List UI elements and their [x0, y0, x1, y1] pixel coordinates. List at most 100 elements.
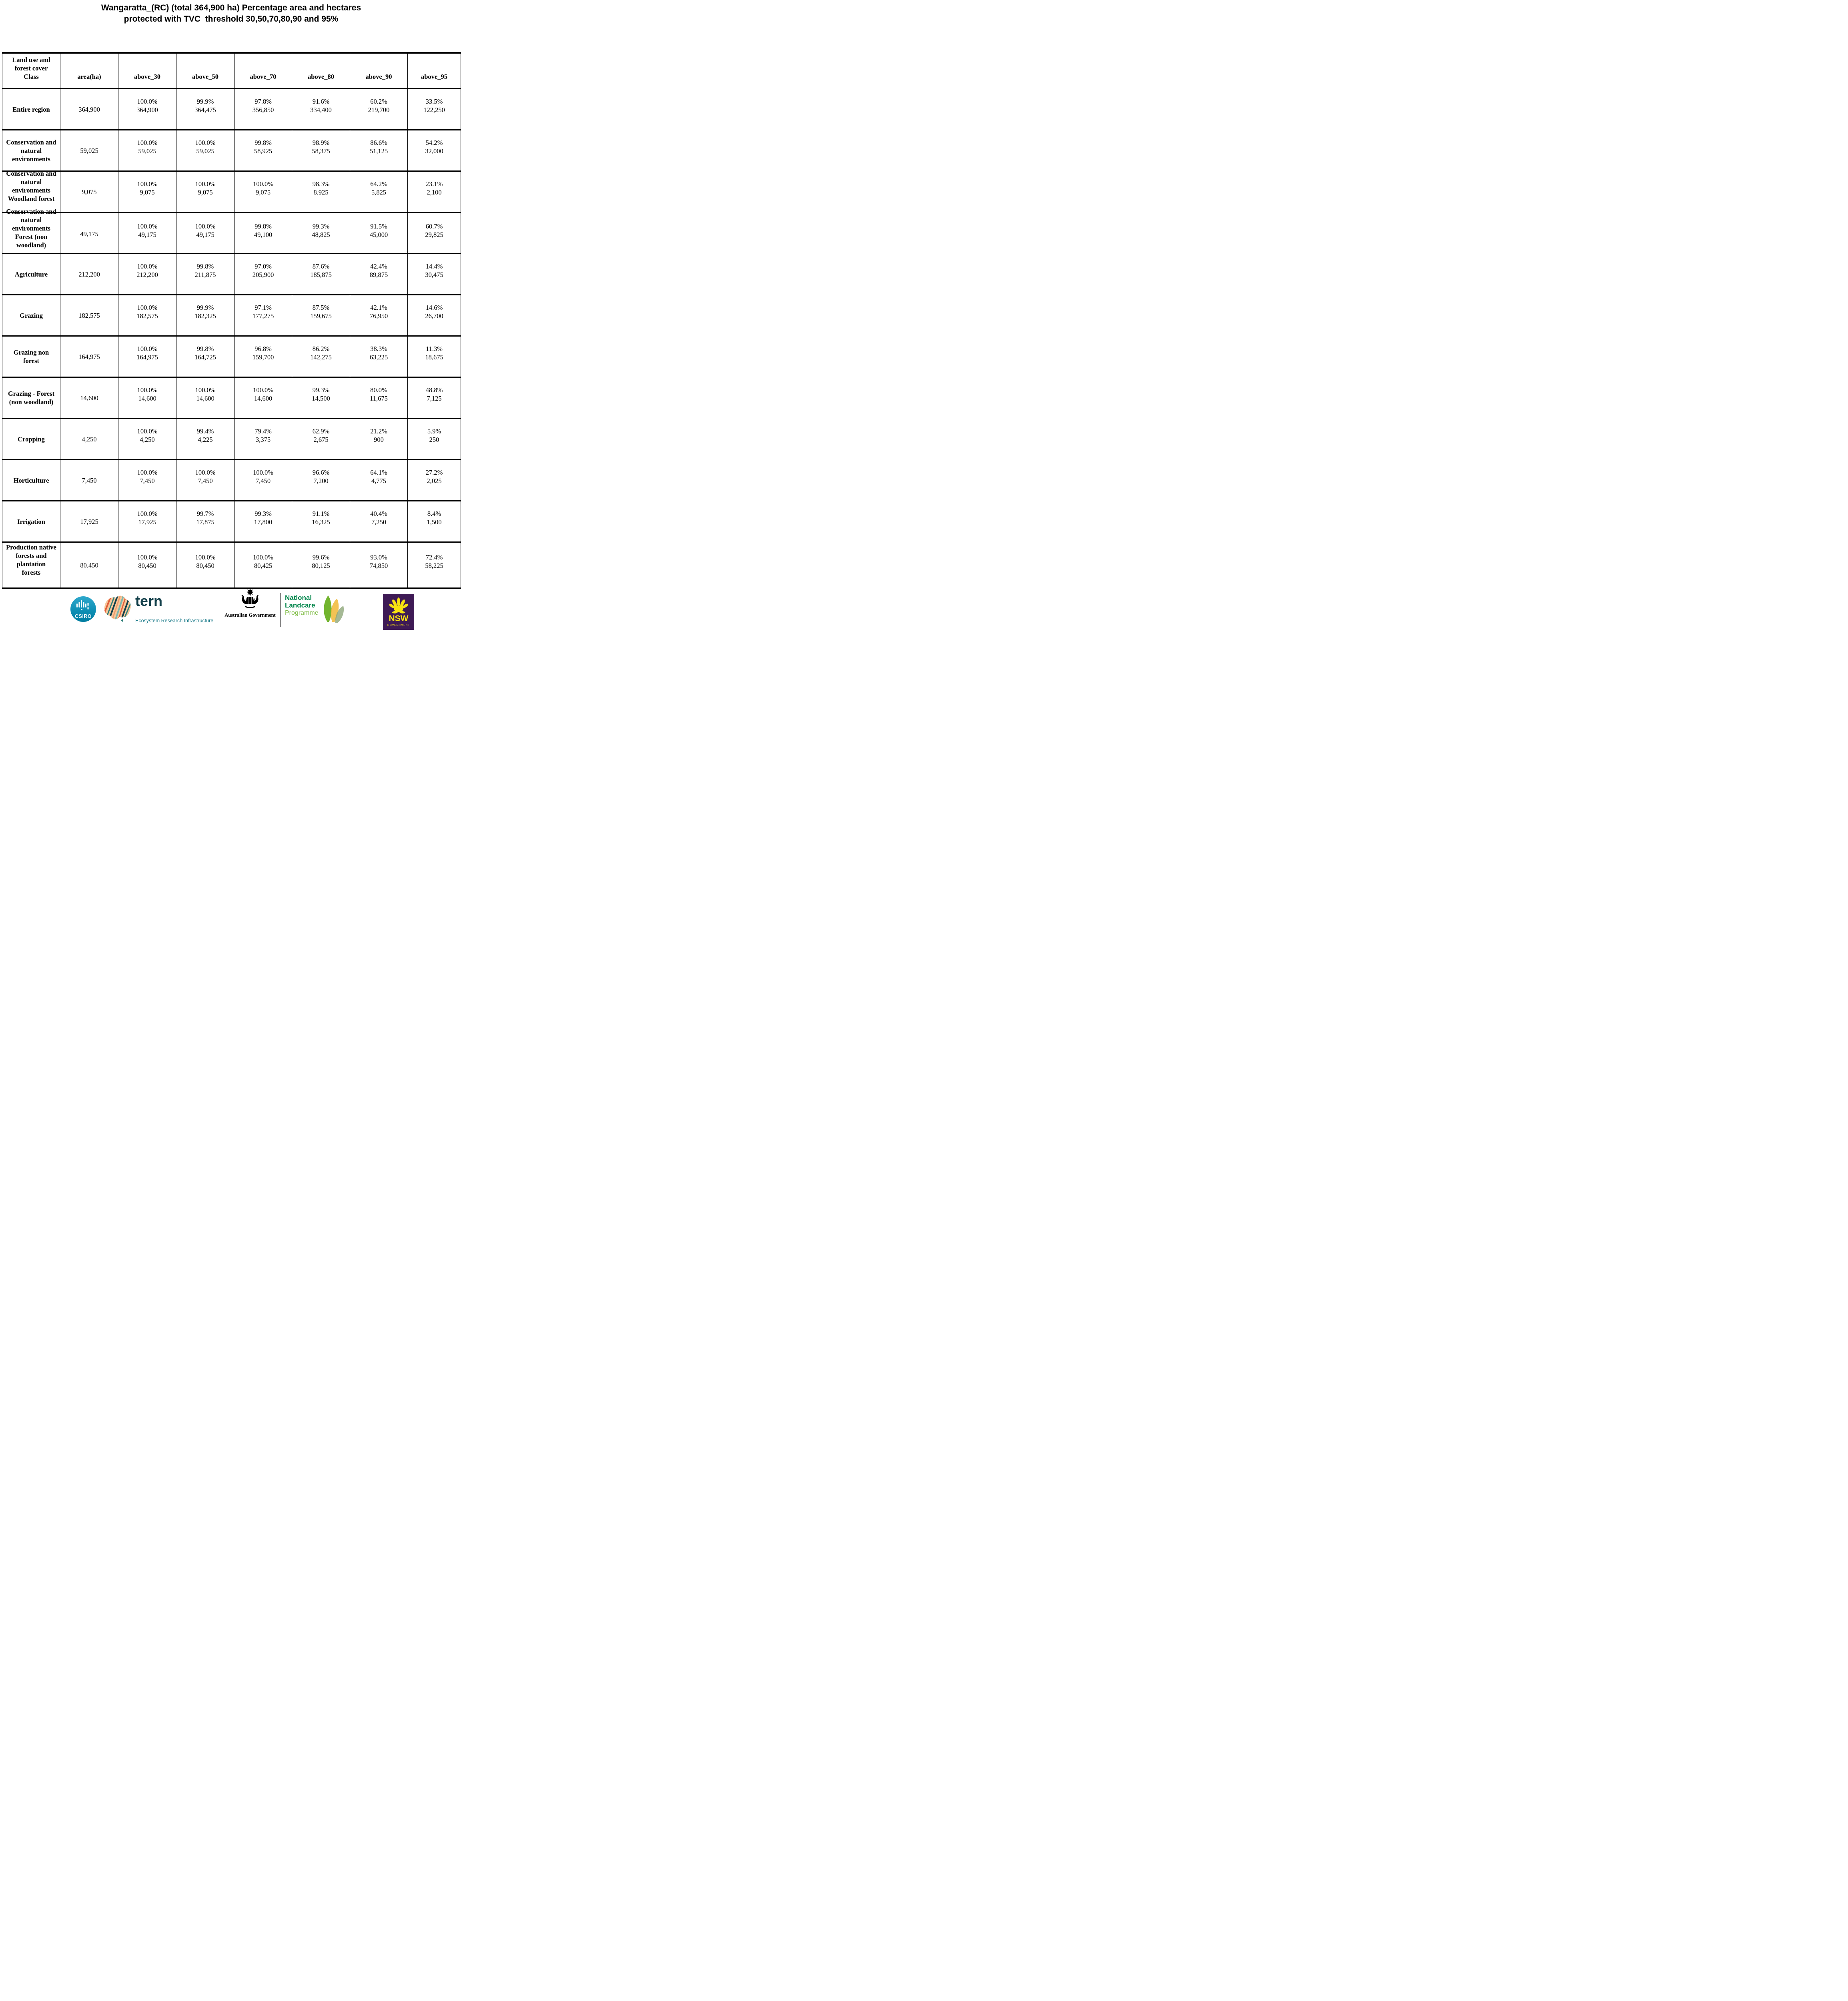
above-50-cell: 100.0% 80,450	[176, 543, 234, 587]
page-title-line2: protected with TVC threshold 30,50,70,80…	[124, 14, 339, 24]
hectares-value: 185,875	[310, 271, 332, 279]
header-above-90: above_90	[350, 54, 407, 88]
above-70-cell: 99.8% 49,100	[234, 213, 292, 255]
hectares-value: 7,250	[371, 518, 387, 526]
row-label-cell: Conservation and natural environments Wo…	[2, 170, 60, 212]
percent-value: 100.0%	[195, 553, 216, 561]
hectares-value: 17,925	[138, 518, 156, 526]
above-90-cell: 91.5% 45,000	[350, 213, 407, 255]
area-cell: 17,925	[60, 501, 118, 541]
above-50-cell: 99.7% 17,875	[176, 501, 234, 541]
hectares-value: 76,950	[369, 312, 388, 320]
above-90-cell: 21.2% 900	[350, 419, 407, 459]
nsw-government-logo: NSW GOVERNMENT	[383, 594, 414, 630]
hectares-value: 9,075	[198, 188, 213, 196]
hectares-value: 9,075	[255, 188, 271, 196]
area-value: 364,900	[78, 105, 100, 113]
hectares-value: 7,125	[427, 395, 442, 402]
area-value: 164,975	[78, 353, 100, 361]
percent-value: 86.6%	[370, 139, 387, 146]
data-table: Land use and forest cover Class area(ha)…	[2, 52, 461, 589]
table-row: Grazing non forest 164,975 100.0% 164,975…	[2, 337, 461, 378]
above-50-cell: 99.4% 4,225	[176, 419, 234, 459]
hectares-value: 356,850	[252, 106, 274, 114]
percent-value: 86.2%	[312, 345, 330, 353]
nsw-waratah-icon	[389, 597, 408, 614]
above-80-cell: 91.6% 334,400	[292, 89, 350, 129]
percent-value: 14.6%	[425, 304, 443, 311]
row-label: Horticulture	[13, 476, 49, 484]
hectares-value: 49,175	[196, 231, 214, 239]
area-cell: 4,250	[60, 419, 118, 459]
area-value: 80,450	[80, 561, 98, 569]
csiro-logo: CSIRO	[70, 596, 96, 622]
above-30-cell: 100.0% 182,575	[118, 295, 176, 335]
above-90-cell: 80.0% 11,675	[350, 378, 407, 418]
area-value: 9,075	[82, 188, 97, 196]
percent-value: 99.6%	[312, 553, 330, 561]
hectares-value: 900	[374, 436, 384, 443]
percent-value: 5.9%	[427, 427, 441, 435]
percent-value: 100.0%	[137, 263, 158, 270]
hectares-value: 5,825	[371, 188, 387, 196]
above-80-cell: 99.3% 14,500	[292, 378, 350, 418]
above-90-cell: 64.2% 5,825	[350, 172, 407, 212]
percent-value: 97.8%	[255, 98, 272, 105]
above-70-cell: 100.0% 14,600	[234, 378, 292, 418]
percent-value: 87.6%	[312, 263, 330, 270]
above-70-cell: 97.8% 356,850	[234, 89, 292, 129]
percent-value: 100.0%	[253, 469, 273, 476]
percent-value: 60.7%	[425, 222, 443, 230]
percent-value: 100.0%	[195, 180, 216, 188]
above-30-cell: 100.0% 14,600	[118, 378, 176, 418]
above-95-cell: 23.1% 2,100	[407, 172, 461, 212]
hectares-value: 334,400	[310, 106, 332, 114]
logo-strip: CSIRO tern Ecosystem Research Infrastruc…	[0, 587, 462, 632]
hectares-value: 49,100	[254, 231, 273, 239]
area-value: 59,025	[80, 146, 98, 154]
percent-value: 100.0%	[195, 222, 216, 230]
percent-value: 42.1%	[370, 304, 387, 311]
percent-value: 100.0%	[137, 139, 158, 146]
percent-value: 100.0%	[137, 222, 158, 230]
hectares-value: 2,025	[427, 477, 442, 485]
area-value: 182,575	[78, 311, 100, 319]
hectares-value: 122,250	[423, 106, 445, 114]
above-70-cell: 96.8% 159,700	[234, 337, 292, 377]
australian-government-text: Australian Government	[224, 612, 276, 618]
above-30-cell: 100.0% 212,200	[118, 254, 176, 294]
row-label: Conservation and natural environments	[6, 138, 56, 163]
percent-value: 23.1%	[425, 180, 443, 188]
table-row: Agriculture 212,200 100.0% 212,200 99.8% 2…	[2, 254, 461, 295]
row-label-cell: Conservation and natural environments	[2, 130, 60, 170]
row-label: Cropping	[18, 435, 45, 443]
row-label-cell: Production native forests and plantation…	[2, 543, 60, 587]
hectares-value: 7,450	[198, 477, 213, 485]
hectares-value: 14,600	[138, 395, 156, 402]
row-label: Entire region	[12, 105, 50, 113]
hectares-value: 17,875	[196, 518, 214, 526]
hectares-value: 3,375	[255, 436, 271, 443]
percent-value: 100.0%	[195, 469, 216, 476]
tern-tagline: Ecosystem Research Infrastructure	[135, 618, 214, 624]
row-label: Conservation and natural environments Fo…	[6, 208, 56, 249]
area-cell: 80,450	[60, 543, 118, 587]
above-95-cell: 14.4% 30,475	[407, 254, 461, 294]
hectares-value: 32,000	[425, 147, 443, 155]
row-label-cell: Agriculture	[2, 254, 60, 294]
above-30-cell: 100.0% 49,175	[118, 213, 176, 255]
nsw-government-text: GOVERNMENT	[387, 624, 410, 627]
above-95-cell: 54.2% 32,000	[407, 130, 461, 170]
hectares-value: 58,375	[312, 147, 330, 155]
row-label-cell: Horticulture	[2, 460, 60, 500]
percent-value: 91.5%	[370, 222, 387, 230]
hectares-value: 219,700	[368, 106, 390, 114]
above-70-cell: 97.0% 205,900	[234, 254, 292, 294]
area-cell: 182,575	[60, 295, 118, 335]
above-90-cell: 42.4% 89,875	[350, 254, 407, 294]
above-80-cell: 62.9% 2,675	[292, 419, 350, 459]
percent-value: 11.3%	[425, 345, 443, 353]
landcare-leaves-icon	[324, 595, 344, 623]
above-50-cell: 100.0% 59,025	[176, 130, 234, 170]
percent-value: 99.3%	[255, 510, 272, 517]
